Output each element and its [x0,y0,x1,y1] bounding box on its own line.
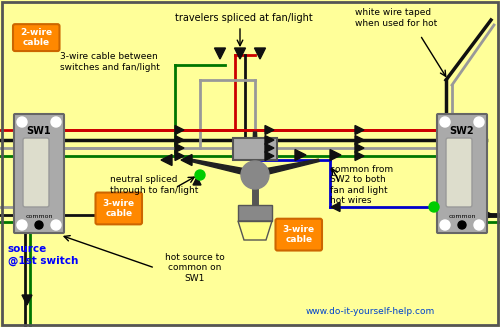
Bar [238,205,272,221]
Polygon shape [254,48,266,59]
Text: common from
SW2 to both
fan and light
hot wires: common from SW2 to both fan and light ho… [330,165,393,205]
Circle shape [440,117,450,127]
Circle shape [440,220,450,230]
Text: 3-wire
cable: 3-wire cable [102,199,135,218]
FancyBboxPatch shape [437,114,487,233]
Polygon shape [252,132,258,168]
Polygon shape [175,126,184,134]
Circle shape [474,220,484,230]
Text: SW1: SW1 [26,126,52,136]
Polygon shape [161,154,172,165]
Text: 3-wire
cable: 3-wire cable [282,225,315,244]
Text: common: common [25,214,53,218]
Text: www.do-it-yourself-help.com: www.do-it-yourself-help.com [306,307,434,317]
Circle shape [51,117,61,127]
Circle shape [458,221,466,229]
FancyBboxPatch shape [23,138,49,207]
FancyBboxPatch shape [276,219,322,250]
Circle shape [474,117,484,127]
Circle shape [51,220,61,230]
Text: 2-wire
cable: 2-wire cable [20,28,52,47]
FancyBboxPatch shape [96,193,142,224]
Polygon shape [265,126,274,134]
Circle shape [429,202,439,212]
Polygon shape [214,48,226,59]
Polygon shape [355,151,364,161]
Circle shape [35,221,43,229]
Text: 3-wire cable between
switches and fan/light: 3-wire cable between switches and fan/li… [60,52,160,72]
Polygon shape [175,144,184,152]
Polygon shape [190,159,249,175]
Text: neutral spliced
through to fan/light: neutral spliced through to fan/light [110,175,198,195]
Polygon shape [234,48,246,59]
Text: source
@1st switch: source @1st switch [8,244,78,266]
Polygon shape [22,295,32,305]
FancyBboxPatch shape [13,24,60,51]
Text: travelers spliced at fan/light: travelers spliced at fan/light [175,13,313,23]
Polygon shape [265,135,274,145]
Polygon shape [181,154,192,165]
Polygon shape [355,126,364,134]
Circle shape [17,117,27,127]
Circle shape [17,220,27,230]
Text: common: common [448,214,476,218]
FancyBboxPatch shape [446,138,472,207]
Text: SW2: SW2 [450,126,474,136]
Polygon shape [265,144,274,152]
Polygon shape [480,209,493,221]
Polygon shape [238,221,272,240]
Polygon shape [261,159,320,175]
Text: white wire taped
when used for hot: white wire taped when used for hot [355,8,437,28]
Circle shape [241,161,269,189]
Polygon shape [330,149,341,161]
Polygon shape [331,202,340,212]
Bar [233,138,277,160]
Polygon shape [175,135,184,145]
Polygon shape [175,151,184,161]
Text: hot source to
common on
SW1: hot source to common on SW1 [165,253,225,283]
Polygon shape [265,151,274,161]
Polygon shape [295,149,306,161]
Polygon shape [355,135,364,145]
Polygon shape [193,177,201,185]
Circle shape [195,170,205,180]
Polygon shape [355,144,364,152]
FancyBboxPatch shape [14,114,64,233]
